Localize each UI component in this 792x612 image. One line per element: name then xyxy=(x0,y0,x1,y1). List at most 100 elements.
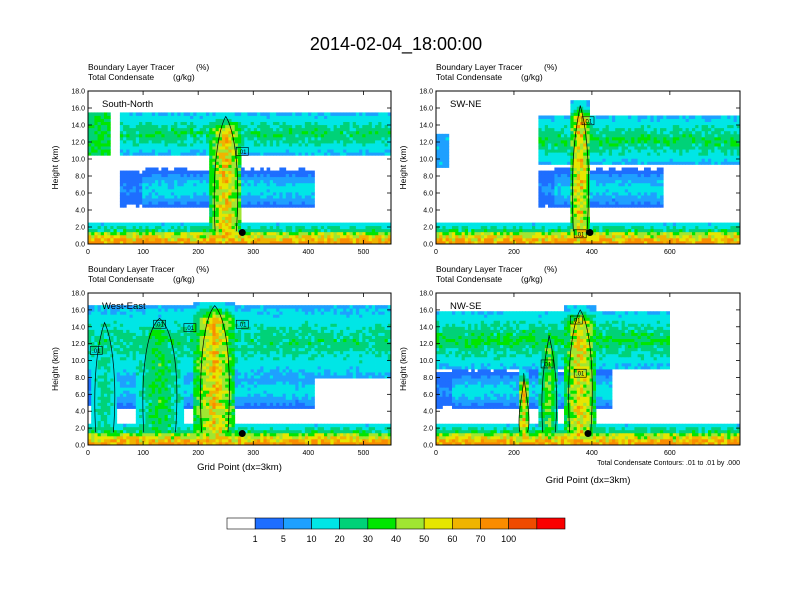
heatmap-cell xyxy=(532,225,536,230)
heatmap-cell xyxy=(228,176,232,181)
heatmap-cell xyxy=(94,237,98,242)
heatmap-cell xyxy=(544,139,549,144)
heatmap-cell xyxy=(346,231,350,236)
heatmap-cell xyxy=(589,201,594,205)
heatmap-cell xyxy=(660,127,664,132)
heatmap-cell xyxy=(650,173,654,178)
x-tick-label: 500 xyxy=(358,249,370,256)
heatmap-cell xyxy=(279,225,283,230)
heatmap-cell xyxy=(231,112,236,116)
heatmap-cell xyxy=(317,136,322,141)
heatmap-cell xyxy=(557,121,562,126)
heatmap-cell xyxy=(317,222,322,227)
heatmap-cell xyxy=(362,121,366,126)
heatmap-cell xyxy=(288,185,293,190)
heatmap-cell xyxy=(666,146,670,150)
heatmap-cell xyxy=(548,195,552,199)
heatmap-cell xyxy=(202,185,207,190)
heatmap-cell xyxy=(244,237,248,242)
heatmap-cell xyxy=(250,237,255,242)
heatmap-cell xyxy=(608,222,613,227)
heatmap-cell xyxy=(190,130,194,135)
heatmap-cell xyxy=(647,146,651,150)
heatmap-cell xyxy=(509,234,514,239)
heatmap-cell xyxy=(464,240,469,245)
heatmap-cell xyxy=(528,225,533,230)
heatmap-cell xyxy=(605,204,610,208)
heatmap-cell xyxy=(225,222,229,227)
heatmap-cell xyxy=(272,176,277,181)
heatmap-cell xyxy=(676,225,680,230)
heatmap-cell xyxy=(199,121,204,126)
heatmap-cell xyxy=(384,231,389,236)
heatmap-cell xyxy=(509,240,514,245)
heatmap-cell xyxy=(129,173,134,178)
heatmap-cell xyxy=(250,234,255,239)
heatmap-cell xyxy=(148,173,153,178)
heatmap-cell xyxy=(324,231,328,236)
heatmap-cell xyxy=(384,136,389,141)
heatmap-cell xyxy=(644,182,648,187)
heatmap-cell xyxy=(660,191,664,196)
heatmap-cell xyxy=(170,195,175,199)
heatmap-cell xyxy=(234,210,239,214)
heatmap-cell xyxy=(320,130,325,135)
heatmap-cell xyxy=(602,240,606,245)
heatmap-cell xyxy=(215,234,220,239)
heatmap-cell xyxy=(663,127,667,132)
heatmap-cell xyxy=(126,170,130,175)
heatmap-cell xyxy=(608,170,613,175)
heatmap-cell xyxy=(298,167,303,171)
heatmap-cell xyxy=(650,191,654,196)
heatmap-cell xyxy=(317,124,322,129)
heatmap-cell xyxy=(301,124,306,129)
heatmap-cell xyxy=(727,225,731,230)
heatmap-cell xyxy=(215,121,220,126)
heatmap-cell xyxy=(711,124,715,129)
heatmap-cell xyxy=(135,115,140,119)
heatmap-cell xyxy=(212,130,216,135)
heatmap-cell xyxy=(234,207,239,211)
heatmap-cell xyxy=(317,115,322,119)
heatmap-cell xyxy=(608,130,613,135)
heatmap-cell xyxy=(199,225,204,230)
heatmap-cell xyxy=(653,173,658,178)
heatmap-cell xyxy=(266,188,271,193)
heatmap-cell xyxy=(151,225,156,230)
heatmap-cell xyxy=(279,179,283,184)
heatmap-cell xyxy=(628,158,632,162)
heatmap-cell xyxy=(154,231,159,236)
heatmap-cell xyxy=(682,143,686,147)
heatmap-cell xyxy=(704,237,709,242)
heatmap-cell xyxy=(190,188,194,193)
heatmap-cell xyxy=(628,136,632,141)
heatmap-cell xyxy=(241,182,245,187)
heatmap-cell xyxy=(158,136,162,141)
heatmap-cell xyxy=(276,237,280,242)
heatmap-cell xyxy=(161,201,165,205)
heatmap-cell xyxy=(126,240,130,245)
heatmap-cell xyxy=(164,228,169,233)
heatmap-cell xyxy=(679,139,683,144)
heatmap-cell xyxy=(231,191,236,196)
heatmap-cell xyxy=(231,130,236,135)
heatmap-cell xyxy=(669,149,674,153)
heatmap-cell xyxy=(634,234,638,239)
heatmap-cell xyxy=(202,130,207,135)
heatmap-cell xyxy=(148,146,153,150)
heatmap-cell xyxy=(241,133,245,138)
heatmap-cell xyxy=(368,118,373,122)
heatmap-cell xyxy=(183,124,188,129)
heatmap-cell xyxy=(644,188,648,193)
heatmap-cell xyxy=(113,222,118,227)
heatmap-cell xyxy=(263,112,268,116)
heatmap-cell xyxy=(567,237,571,242)
heatmap-cell xyxy=(442,237,446,242)
heatmap-cell xyxy=(586,179,590,184)
heatmap-cell xyxy=(330,136,334,141)
heatmap-cell xyxy=(158,149,162,153)
heatmap-cell xyxy=(672,133,677,138)
heatmap-cell xyxy=(145,149,149,153)
heatmap-cell xyxy=(583,143,587,147)
heatmap-cell xyxy=(378,225,382,230)
